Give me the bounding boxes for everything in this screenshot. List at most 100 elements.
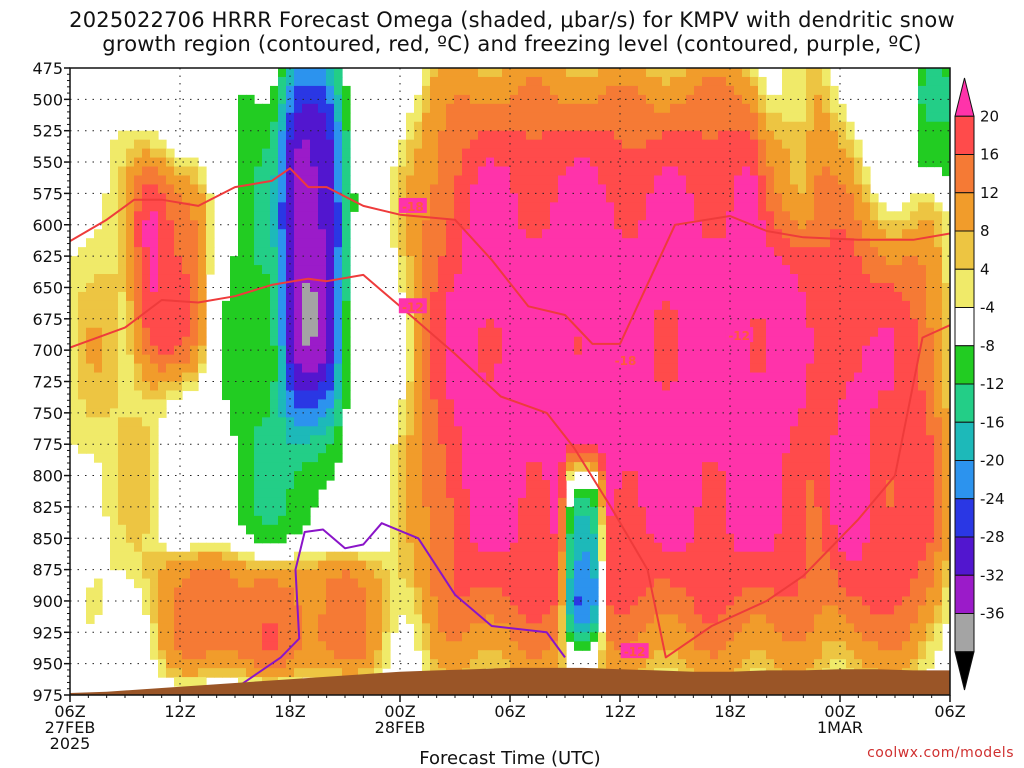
omega-cell	[558, 327, 567, 338]
omega-cell	[430, 515, 439, 526]
omega-cell	[414, 426, 423, 436]
omega-cell	[606, 193, 615, 203]
omega-cell	[526, 157, 535, 168]
omega-cell	[590, 166, 599, 177]
omega-cell	[518, 480, 527, 490]
omega-cell	[342, 282, 351, 293]
omega-cell	[654, 345, 663, 356]
omega-cell	[310, 488, 319, 499]
omega-cell	[390, 220, 399, 230]
omega-cell	[686, 130, 695, 141]
omega-cell	[462, 641, 471, 651]
omega-cell	[686, 381, 695, 392]
omega-cell	[542, 372, 551, 383]
omega-cell	[702, 453, 711, 463]
omega-cell	[190, 327, 199, 338]
omega-cell	[574, 318, 583, 329]
omega-cell	[558, 659, 567, 669]
omega-cell	[430, 632, 439, 642]
omega-cell	[414, 444, 423, 454]
omega-cell	[694, 193, 703, 203]
omega-cell	[758, 139, 767, 150]
omega-cell	[294, 515, 303, 526]
omega-cell	[686, 578, 695, 589]
omega-cell	[174, 345, 183, 356]
omega-cell	[598, 506, 607, 517]
omega-cell	[342, 560, 351, 571]
omega-cell	[638, 506, 647, 517]
omega-cell	[678, 130, 687, 141]
omega-cell	[254, 211, 263, 221]
omega-cell	[670, 641, 679, 651]
omega-cell	[142, 139, 151, 150]
omega-cell	[430, 345, 439, 356]
omega-cell	[182, 668, 191, 678]
omega-cell	[454, 318, 463, 329]
omega-cell	[766, 166, 775, 177]
omega-cell	[590, 309, 599, 320]
omega-cell	[494, 336, 503, 347]
omega-cell	[710, 336, 719, 347]
omega-cell	[438, 363, 447, 374]
omega-cell	[614, 256, 623, 266]
omega-cell	[686, 515, 695, 526]
omega-cell	[614, 76, 623, 87]
omega-cell	[670, 524, 679, 535]
omega-cell	[670, 94, 679, 105]
omega-cell	[582, 300, 591, 311]
omega-cell	[134, 130, 143, 141]
omega-cell	[246, 381, 255, 392]
omega-cell	[366, 560, 375, 571]
omega-cell	[494, 202, 503, 212]
omega-cell	[126, 551, 135, 562]
omega-cell	[462, 506, 471, 517]
omega-cell	[182, 381, 191, 392]
omega-cell	[486, 85, 495, 96]
omega-cell	[358, 587, 367, 598]
omega-cell	[726, 103, 735, 114]
omega-cell	[566, 202, 575, 212]
omega-cell	[598, 453, 607, 463]
omega-cell	[310, 578, 319, 589]
omega-cell	[198, 587, 207, 598]
omega-cell	[750, 247, 759, 257]
omega-cell	[750, 471, 759, 481]
omega-cell	[302, 471, 311, 481]
omega-cell	[654, 641, 663, 651]
omega-cell	[582, 220, 591, 230]
omega-cell	[670, 130, 679, 141]
omega-cell	[334, 605, 343, 615]
omega-cell	[670, 372, 679, 383]
omega-cell	[262, 103, 271, 114]
omega-cell	[110, 175, 119, 186]
omega-cell	[246, 193, 255, 203]
omega-cell	[638, 417, 647, 427]
omega-cell	[542, 542, 551, 553]
omega-cell	[598, 399, 607, 409]
omega-cell	[646, 157, 655, 168]
omega-cell	[182, 327, 191, 338]
omega-cell	[198, 300, 207, 311]
omega-cell	[126, 417, 135, 427]
omega-cell	[238, 488, 247, 499]
omega-cell	[726, 148, 735, 159]
omega-cell	[678, 121, 687, 132]
omega-cell	[358, 632, 367, 642]
omega-cell	[630, 157, 639, 168]
omega-cell	[534, 229, 543, 239]
omega-cell	[694, 659, 703, 669]
omega-cell	[342, 390, 351, 401]
omega-cell	[558, 480, 567, 490]
omega-cell	[622, 623, 631, 633]
omega-cell	[758, 157, 767, 168]
omega-cell	[478, 444, 487, 454]
omega-cell	[150, 480, 159, 490]
omega-cell	[734, 605, 743, 615]
omega-cell	[166, 220, 175, 230]
omega-cell	[766, 381, 775, 392]
omega-cell	[606, 354, 615, 365]
omega-cell	[598, 238, 607, 248]
omega-cell	[422, 650, 431, 660]
omega-cell	[534, 247, 543, 257]
omega-cell	[414, 515, 423, 526]
